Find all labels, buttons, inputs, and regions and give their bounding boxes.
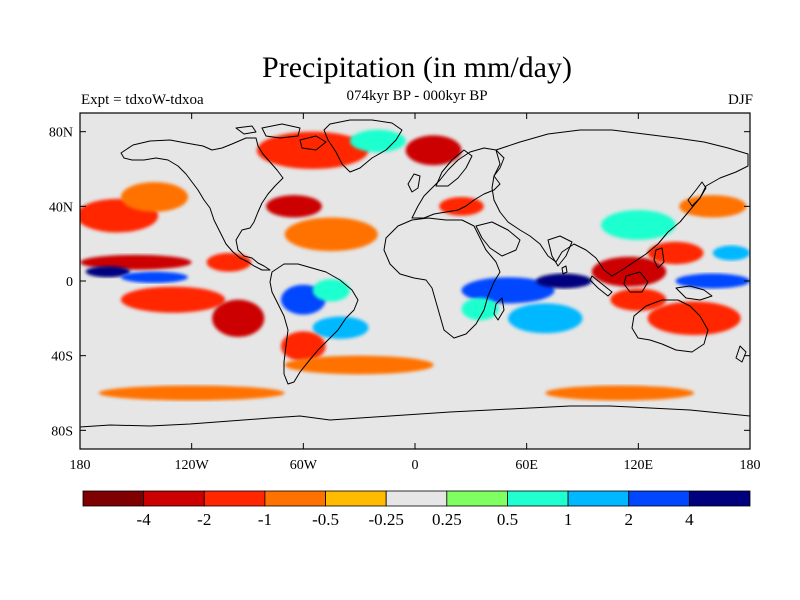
coastline-new-guinea — [675, 285, 713, 301]
colorbar: -4 -2 -1 -0.5 -0.25 0.25 0.5 1 2 4 — [82, 490, 751, 529]
coastline-japan — [687, 181, 707, 207]
anomaly-region — [349, 129, 406, 153]
y-tick-label: 40S — [51, 350, 73, 365]
x-tick-label: 60E — [515, 458, 538, 473]
anomaly-region — [535, 273, 592, 289]
anomaly-region — [508, 303, 583, 334]
anomaly-region — [461, 297, 499, 321]
coastline-scandinavia — [435, 149, 473, 187]
x-tick-label: 180 — [740, 458, 761, 473]
anomaly-region — [212, 299, 265, 338]
x-tick-label: 120E — [624, 458, 654, 473]
colorbar-box — [143, 490, 205, 507]
colorbar-label: -0.25 — [368, 510, 403, 529]
colorbar-label: -2 — [197, 510, 211, 529]
anomaly-region — [461, 277, 555, 304]
season-label: DJF — [727, 92, 753, 108]
coastline-india — [547, 235, 573, 267]
anomaly-region — [601, 210, 676, 240]
x-tick-label: 120W — [175, 458, 210, 473]
experiment-label: Expt = tdxoW-tdxoa — [81, 92, 204, 108]
coastline-arctic-islands — [235, 123, 327, 151]
anomaly-region — [120, 271, 188, 283]
coastline-greenland — [323, 119, 403, 173]
y-tick-label: 80N — [49, 126, 73, 141]
latitude-axis: 80N 40N 0 40S 80S — [49, 126, 750, 439]
anomaly-region — [98, 385, 285, 401]
x-tick-label: 60W — [290, 458, 318, 473]
x-tick-label: 0 — [412, 458, 419, 473]
colorbar-box — [203, 490, 266, 507]
coastline-great-britain — [407, 173, 421, 193]
anomaly-region — [610, 288, 667, 311]
colorbar-label: 4 — [685, 510, 694, 529]
anomaly-region — [312, 316, 369, 339]
coastline-sri-lanka — [561, 265, 568, 275]
coastline-arabia — [475, 221, 521, 257]
anomaly-region — [120, 182, 188, 212]
y-tick-label: 40N — [49, 200, 73, 215]
longitude-axis: 180 120W 60W 0 60E 120E 180 — [70, 113, 761, 473]
coastline-sumatra — [589, 275, 613, 297]
colorbar-label: 0.25 — [432, 510, 462, 529]
anomaly-region — [85, 266, 131, 278]
coastline-borneo — [623, 271, 649, 293]
colorbar-label: -0.5 — [312, 510, 339, 529]
colorbar-box — [446, 490, 508, 507]
colorbar-box — [325, 490, 387, 507]
colorbar-label: 2 — [624, 510, 633, 529]
colorbar-box — [628, 490, 690, 507]
period-label: 074kyr BP - 000kyr BP — [346, 88, 488, 104]
colorbar-label: 0.5 — [497, 510, 518, 529]
colorbar-box — [264, 490, 326, 507]
anomaly-region — [256, 131, 369, 169]
coastline-antarctica — [80, 405, 750, 428]
colorbar-box — [688, 490, 751, 507]
x-tick-label: 180 — [70, 458, 91, 473]
anomaly-region — [284, 355, 434, 375]
anomaly-region — [312, 279, 350, 302]
colorbar-box — [385, 490, 448, 507]
anomaly-fields — [80, 129, 750, 401]
colorbar-label: -1 — [258, 510, 272, 529]
anomaly-region — [591, 256, 667, 287]
coastline-asia — [491, 129, 749, 277]
coastline-new-zealand — [735, 345, 747, 363]
anomaly-region — [545, 385, 695, 401]
colorbar-label: -4 — [137, 510, 152, 529]
anomaly-region — [284, 217, 378, 252]
anomaly-region — [712, 245, 750, 261]
coastlines — [80, 119, 750, 428]
plot-title: Precipitation (in mm/day) — [262, 51, 572, 84]
anomaly-region — [675, 273, 750, 289]
y-tick-label: 0 — [66, 275, 73, 290]
anomaly-region — [439, 197, 484, 216]
anomaly-region — [647, 241, 704, 265]
colorbar-box — [82, 490, 145, 507]
coastline-philippines — [653, 247, 665, 269]
anomaly-region — [405, 135, 462, 166]
anomaly-region — [647, 301, 741, 336]
anomaly-region — [120, 286, 226, 313]
coastline-south-america — [269, 263, 359, 385]
coastline-africa — [383, 217, 501, 339]
colorbar-label: 1 — [564, 510, 573, 529]
y-tick-label: 80S — [51, 424, 73, 439]
anomaly-region — [679, 195, 747, 218]
colorbar-box — [507, 490, 569, 507]
colorbar-box — [567, 490, 630, 507]
coastline-australia — [631, 299, 709, 353]
anomaly-region — [266, 195, 322, 218]
coastline-north-america — [120, 137, 284, 271]
coastline-madagascar — [493, 297, 505, 321]
